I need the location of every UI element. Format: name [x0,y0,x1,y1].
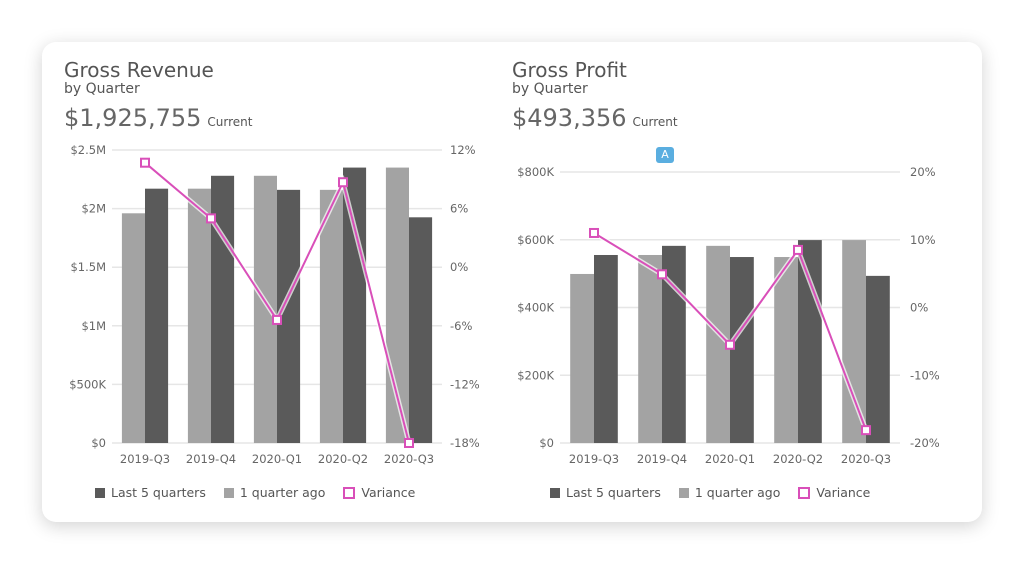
legend-ago[interactable]: 1 quarter ago [678,485,781,500]
chart-legend: Last 5 quarters 1 quarter ago Variance [550,485,870,500]
x-tick-label: 2019-Q3 [120,452,170,466]
bar-last-5-quarters [145,188,169,443]
y2-tick-label: 0% [450,260,468,274]
y-tick-label: $600K [517,233,554,247]
legend-ago[interactable]: 1 quarter ago [223,485,326,500]
bar-1-quarter-ago [187,188,211,443]
y2-tick-label: -10% [910,368,940,382]
legend-swatch [223,487,234,498]
variance-point [861,425,871,436]
y2-tick-label: 6% [450,202,468,216]
legend-swatch [550,487,560,498]
y-tick-label: $500K [69,377,106,391]
bar-1-quarter-ago [842,240,866,443]
x-tick-label: 2020-Q2 [773,452,823,466]
variance-point [206,213,216,224]
bar-1-quarter-ago [319,189,343,443]
y-tick-label: $200K [517,368,554,382]
annotation-marker[interactable]: A [656,147,674,163]
bar-1-quarter-ago [253,175,277,443]
chart-legend: Last 5 quarters 1 quarter ago Variance [95,485,415,500]
kpi-number: $493,356 [512,104,627,132]
y-tick-label: $2M [81,202,106,216]
kpi-label: Current [632,115,678,129]
dashboard-card: Gross Revenue by Quarter $1,925,755 Curre… [42,42,982,522]
legend-swatch [678,487,689,498]
legend-label: Last 5 quarters [111,485,206,500]
kpi-value: $493,356 Current [512,104,678,132]
variance-point [404,438,414,448]
legend-variance[interactable]: Variance [343,485,415,500]
y-tick-label: $400K [517,301,554,315]
bar-last-5-quarters [343,167,367,443]
legend-variance[interactable]: Variance [798,485,870,500]
y-tick-label: $800K [517,165,554,179]
bar-1-quarter-ago [706,245,730,443]
variance-point [793,244,803,255]
y2-tick-label: 0% [910,301,928,315]
legend-swatch [798,486,811,499]
chart-title: Gross Revenue [64,58,214,82]
bar-last-5-quarters [798,240,822,443]
y-tick-label: $0 [539,436,554,450]
bar-1-quarter-ago [638,254,662,443]
y-tick-label: $2.5M [70,143,106,157]
kpi-label: Current [207,115,253,129]
y2-tick-label: -12% [450,377,480,391]
variance-point [725,339,735,350]
y2-tick-label: 10% [910,233,936,247]
x-tick-label: 2020-Q3 [841,452,891,466]
legend-last5[interactable]: Last 5 quarters [95,485,206,500]
y2-tick-label: -20% [910,436,940,450]
legend-label: Variance [361,485,416,500]
legend-label: Last 5 quarters [566,485,661,500]
y2-tick-label: 20% [910,165,936,179]
legend-swatch [343,486,356,499]
profit-chart: $0 $200K $400K $600K $800K -20% -10% 0% 10% 20% 20… [517,165,940,466]
legend-label: 1 quarter ago [694,485,781,500]
chart-subtitle: by Quarter [512,81,588,97]
legend-label: Variance [816,485,871,500]
kpi-number: $1,925,755 [64,104,202,132]
variance-point [338,177,348,188]
y2-tick-label: -6% [450,319,472,333]
bar-1-quarter-ago [774,257,798,443]
x-tick-label: 2020-Q1 [705,452,755,466]
x-tick-label: 2020-Q2 [318,452,368,466]
bar-last-5-quarters [277,189,301,443]
x-tick-label: 2020-Q1 [252,452,302,466]
revenue-chart: $0 $500K $1M $1.5M $2M $2.5M -18% -12% -6% 0% 6% 12… [69,143,480,466]
legend-last5[interactable]: Last 5 quarters [550,485,661,500]
bar-last-5-quarters [866,275,890,443]
y2-tick-label: -18% [450,436,480,450]
variance-point [140,157,150,168]
x-tick-label: 2020-Q3 [384,452,434,466]
kpi-value: $1,925,755 Current [64,104,253,132]
bar-last-5-quarters [594,254,618,443]
bar-1-quarter-ago [570,273,594,443]
bar-last-5-quarters [730,257,754,443]
x-tick-label: 2019-Q4 [186,452,236,466]
x-tick-label: 2019-Q3 [569,452,619,466]
x-tick-label: 2019-Q4 [637,452,687,466]
y-tick-label: $1.5M [70,260,106,274]
gross-profit-panel: Gross Profit by Quarter $493,356 Current … [490,42,960,522]
y-tick-label: $0 [91,436,106,450]
y-tick-label: $1M [81,319,106,333]
variance-point [272,314,282,325]
gross-revenue-panel: Gross Revenue by Quarter $1,925,755 Curre… [42,42,512,522]
bar-1-quarter-ago [121,213,145,443]
variance-point [589,227,599,238]
legend-swatch [95,487,105,498]
legend-label: 1 quarter ago [239,485,326,500]
chart-title: Gross Profit [512,58,627,82]
y2-tick-label: 12% [450,143,476,157]
chart-subtitle: by Quarter [64,81,140,97]
variance-point [657,269,667,280]
bar-last-5-quarters [409,217,433,443]
